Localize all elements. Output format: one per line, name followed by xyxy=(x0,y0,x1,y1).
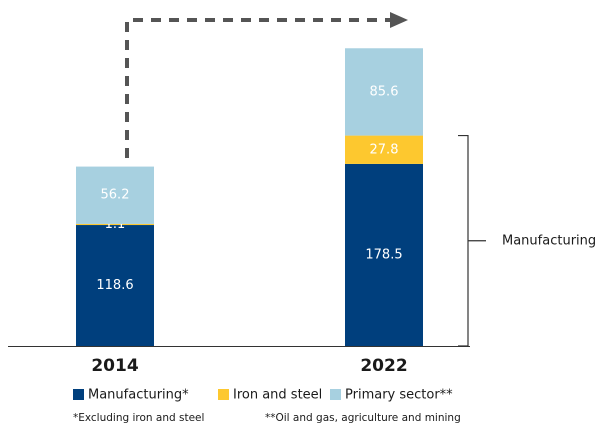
arrow-head xyxy=(390,12,408,28)
bar-segment xyxy=(76,166,154,224)
data-label: 56.2 xyxy=(101,188,130,203)
bar-segment xyxy=(76,225,154,346)
legend-label: Primary sector** xyxy=(345,388,453,403)
legend-swatch xyxy=(73,389,84,400)
data-label: 118.6 xyxy=(96,278,133,293)
footnote: *Excluding iron and steel xyxy=(73,412,204,424)
bracket xyxy=(458,134,486,347)
legend-swatch xyxy=(330,389,341,400)
legend-label: Manufacturing* xyxy=(88,388,189,403)
x-tick-label: 2014 xyxy=(91,356,138,376)
annotation: Manufacturing xyxy=(502,233,596,248)
data-label: 27.8 xyxy=(370,142,399,157)
legend-swatch xyxy=(218,389,229,400)
data-label: 178.5 xyxy=(365,247,402,262)
bar-segment xyxy=(345,135,423,164)
bar-segment xyxy=(345,48,423,136)
growth-arrow xyxy=(125,18,392,158)
bar-segment xyxy=(76,223,154,226)
x-tick-label: 2022 xyxy=(360,356,407,376)
bar-segment xyxy=(345,163,423,346)
footnote: **Oil and gas, agriculture and mining xyxy=(265,412,461,424)
legend-label: Iron and steel xyxy=(233,388,322,403)
data-label: 85.6 xyxy=(370,84,399,99)
